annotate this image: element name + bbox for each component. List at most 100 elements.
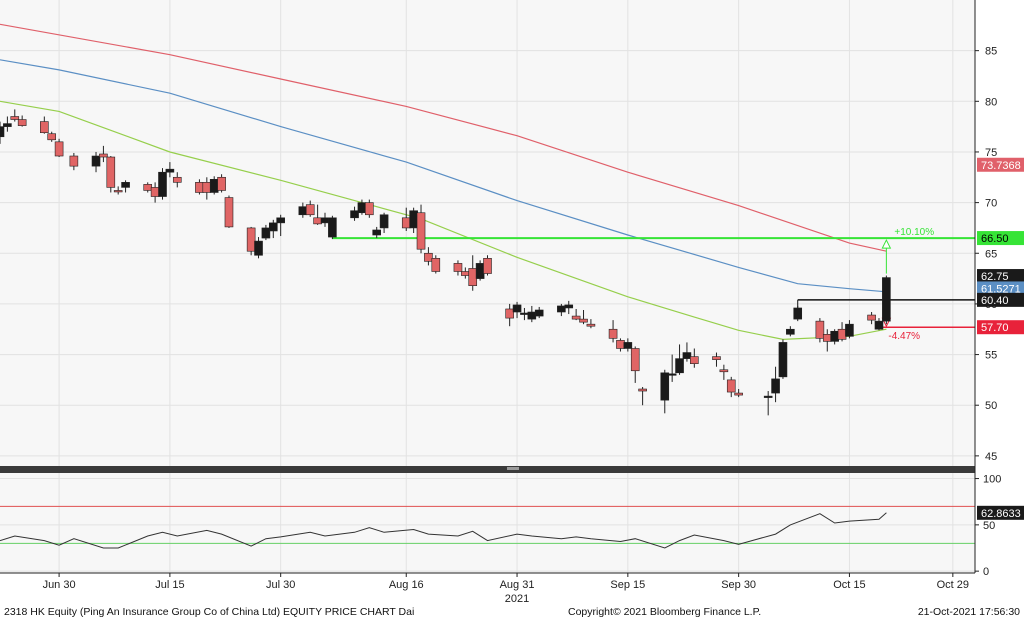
- rsi-axis-label: 100: [983, 474, 1001, 486]
- price-tag-box: [977, 320, 1024, 335]
- price-tag-box: [977, 157, 1024, 172]
- candle-body: [830, 330, 839, 342]
- candle-body: [778, 342, 788, 378]
- price-axis-label: 45: [985, 451, 997, 463]
- date-x-axis: Jun 30 Jul 15 Jul 30 Aug 16 Aug 31 Sep 15 Sep …: [43, 573, 969, 605]
- rsi-axis-label: 50: [983, 520, 995, 532]
- moving-average-line: [0, 59, 887, 293]
- candle-body: [557, 305, 566, 313]
- candle-body: [608, 328, 618, 339]
- price-tag-label: 66.50: [981, 233, 1009, 245]
- candle-body: [305, 204, 315, 216]
- candle-body: [431, 258, 441, 272]
- candle-body: [195, 182, 204, 193]
- stop-pct-label: -4.47%: [888, 331, 920, 342]
- candle-body: [845, 323, 854, 337]
- candle-body: [261, 227, 271, 239]
- date-axis-label: Aug 31: [500, 579, 535, 591]
- candle-body: [268, 222, 278, 232]
- date-axis-label: Sep 30: [721, 579, 756, 591]
- candle-body: [882, 277, 891, 322]
- price-tag-box: [977, 281, 1024, 296]
- target-pct-label: +10.10%: [894, 227, 934, 238]
- candle-body: [616, 340, 625, 349]
- rsi-y-axis: 0 50 100: [975, 474, 1001, 578]
- candle-body: [40, 121, 49, 134]
- candle-body: [350, 210, 359, 219]
- rsi-value-tag-box: [977, 505, 1024, 520]
- candle-body: [719, 369, 729, 373]
- candle-body: [586, 323, 596, 327]
- candle-body: [623, 342, 633, 349]
- date-axis-label: Aug 16: [389, 579, 424, 591]
- candle-body: [675, 358, 684, 374]
- candle-body: [815, 320, 825, 339]
- candle-body: [209, 179, 219, 193]
- price-axis-label: 50: [985, 400, 997, 412]
- price-axis-label: 75: [985, 147, 997, 159]
- candle-body: [172, 176, 182, 183]
- candle-body: [527, 311, 537, 320]
- candle-body: [660, 372, 670, 401]
- rsi-value-tag-label: 62.8633: [981, 508, 1021, 520]
- candle-body: [579, 318, 588, 323]
- date-axis-label: Jul 15: [155, 579, 184, 591]
- price-axis-label: 80: [985, 96, 997, 108]
- date-axis-label: Jun 30: [43, 579, 76, 591]
- rsi-grid: [0, 473, 975, 573]
- candle-body: [372, 229, 382, 236]
- rsi-panel-background: [0, 473, 975, 573]
- candle-body: [771, 378, 780, 394]
- rsi-series: [0, 505, 975, 549]
- candle-body: [254, 240, 263, 256]
- candle-body: [786, 328, 795, 335]
- candle-body: [690, 356, 699, 364]
- candle-body: [424, 252, 433, 262]
- candle-body: [734, 392, 743, 396]
- candles: [0, 109, 891, 416]
- candle-body: [276, 217, 285, 224]
- price-grid: [0, 0, 975, 466]
- candle-body: [712, 356, 721, 360]
- candle-body: [793, 307, 803, 320]
- candle-body: [202, 182, 212, 193]
- price-axis-label: 70: [985, 198, 997, 210]
- date-axis-label: Oct 29: [937, 579, 969, 591]
- price-axis-label: 55: [985, 350, 997, 362]
- candle-body: [564, 304, 574, 309]
- candle-body: [357, 202, 367, 214]
- candle-body: [512, 304, 522, 313]
- candle-body: [47, 133, 57, 141]
- candle-body: [401, 217, 411, 229]
- price-panel-background: [0, 0, 975, 466]
- candle-body: [121, 182, 130, 188]
- candle-body: [143, 184, 153, 191]
- candle-body: [150, 187, 160, 197]
- candle-body: [0, 126, 5, 138]
- price-tag-label: 57.70: [981, 322, 1009, 334]
- year-axis-label: 2021: [505, 593, 529, 605]
- candle-body: [298, 206, 308, 216]
- candle-body: [328, 217, 337, 238]
- price-tag-label: 60.40: [981, 295, 1009, 307]
- panel-resize-handle[interactable]: [507, 467, 519, 470]
- candle-body: [475, 263, 485, 279]
- candle-body: [638, 388, 647, 392]
- candle-body: [106, 156, 116, 188]
- candle-body: [468, 268, 478, 286]
- candle-body: [17, 119, 27, 126]
- price-tag-label: 61.5271: [981, 283, 1021, 295]
- candle-body: [682, 352, 692, 359]
- price-tag-box: [977, 292, 1024, 307]
- candle-body: [320, 217, 330, 224]
- candle-body: [91, 155, 101, 167]
- candle-body: [630, 348, 640, 372]
- candle-body: [534, 309, 544, 317]
- candle-body: [822, 334, 832, 342]
- candle-body: [571, 315, 581, 320]
- date-axis-label: Sep 15: [610, 579, 645, 591]
- candle-body: [313, 217, 322, 225]
- candle-body: [365, 202, 374, 216]
